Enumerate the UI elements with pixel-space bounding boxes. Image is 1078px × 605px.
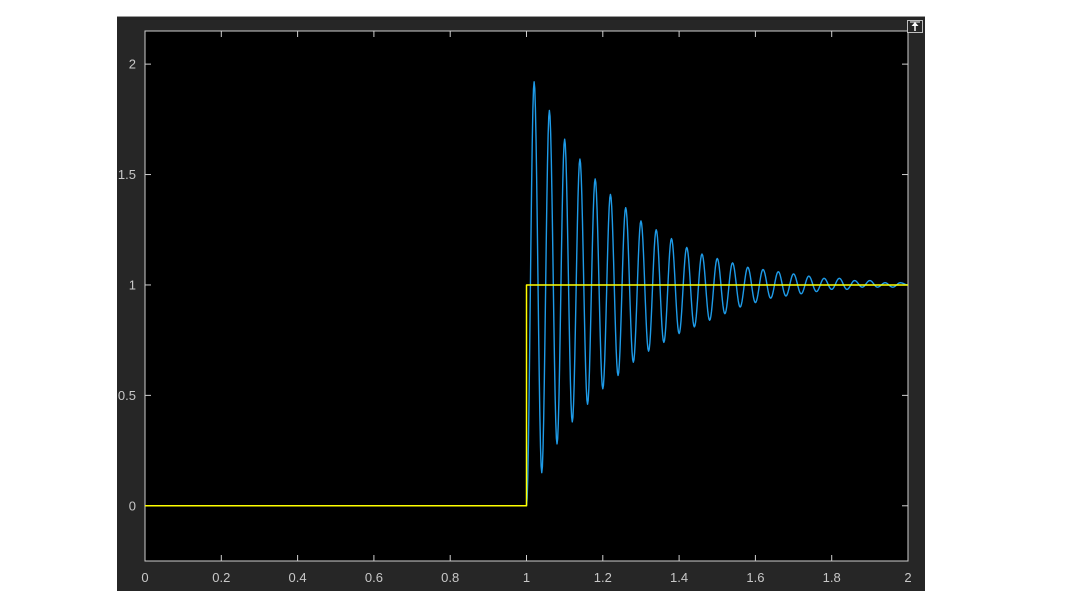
x-tick-label: 0.2 [212, 570, 230, 585]
x-tick-label: 1.8 [823, 570, 841, 585]
x-tick-label: 0 [141, 570, 148, 585]
y-tick-label: 1.5 [118, 167, 136, 182]
restore-axes-button[interactable] [907, 20, 923, 33]
x-tick-label: 1 [523, 570, 530, 585]
x-tick-label: 0.4 [289, 570, 307, 585]
y-tick-label: 0 [129, 498, 136, 513]
x-tick-label: 0.6 [365, 570, 383, 585]
y-tick-label: 2 [129, 57, 136, 72]
window-top-border [117, 16, 925, 17]
reference-step-line [145, 284, 908, 507]
x-tick-label: 0.8 [441, 570, 459, 585]
y-tick-label: 1 [129, 277, 136, 292]
arrow-up-icon [910, 21, 920, 31]
y-tick-label: 0.5 [118, 388, 136, 403]
x-tick-label: 1.4 [670, 570, 688, 585]
x-tick-label: 1.6 [746, 570, 764, 585]
signal-lines [145, 81, 909, 507]
tick-labels: 0 0.2 0.4 0.6 0.8 1 1.2 1.4 1.6 1.8 2 0 0.5 1 1.5 2 [118, 57, 912, 585]
response-signal-line [145, 81, 909, 507]
x-tick-label: 2 [904, 570, 911, 585]
axis-ticks [144, 31, 909, 561]
x-tick-label: 1.2 [594, 570, 612, 585]
